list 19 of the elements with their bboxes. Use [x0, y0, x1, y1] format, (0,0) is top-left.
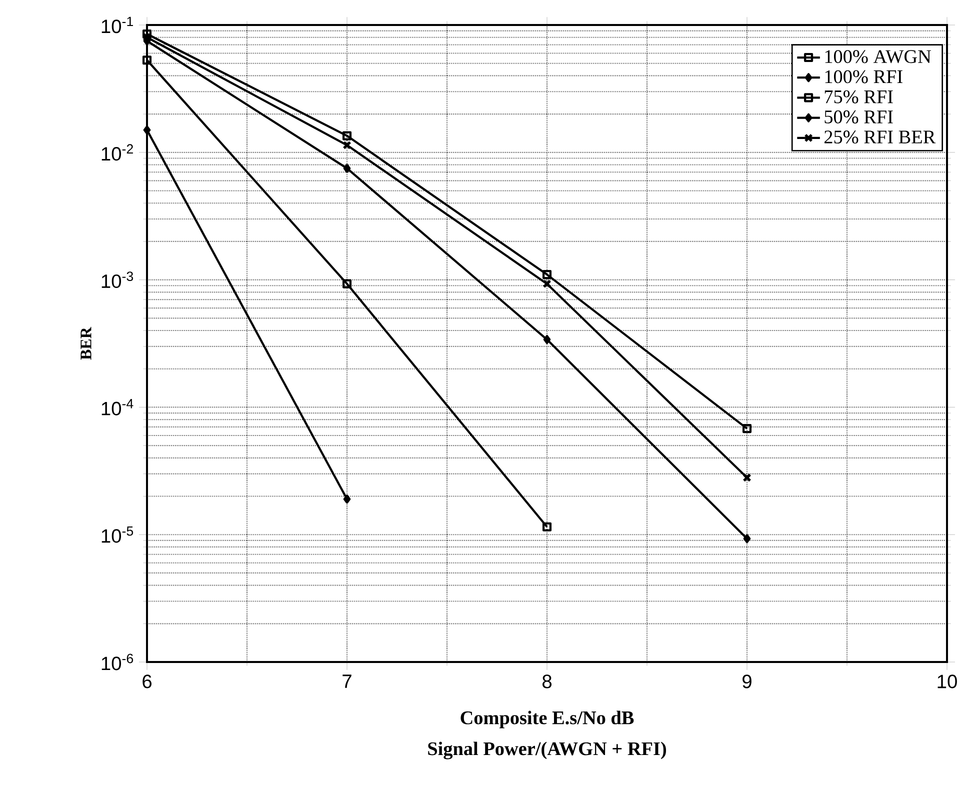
x-tick-label: 9	[742, 674, 752, 688]
legend-label: 50% RFI	[824, 110, 893, 124]
legend-label: 25% RFI BER	[824, 130, 936, 144]
x-tick-label: 8	[542, 674, 552, 688]
y-tick-label: 10$^{-2}$	[102, 144, 133, 161]
y-axis-title: BER	[80, 326, 92, 360]
legend-label: 75% RFI	[824, 90, 893, 104]
legend-label: 100% RFI	[825, 70, 902, 84]
y-tick-label: 10$^{-1}$	[102, 16, 133, 34]
y-tick-label: 10$^{-3}$	[102, 272, 134, 288]
text: Signal Power/(AWGN + RFI)	[428, 742, 666, 760]
x-axis-title: Composite E.s/No dB	[460, 710, 634, 728]
y-tick-label: 10$^{-4}$	[102, 399, 134, 416]
y-tick-label: 10$^{-5}$	[102, 526, 134, 543]
x-tick-label: 10	[938, 674, 957, 688]
legend-label: 100% AWGN	[825, 50, 931, 64]
y-tick-label: 10$^{-6}$	[102, 654, 134, 670]
x-tick-label: 7	[342, 674, 352, 688]
x-tick-label: 6	[142, 674, 152, 688]
